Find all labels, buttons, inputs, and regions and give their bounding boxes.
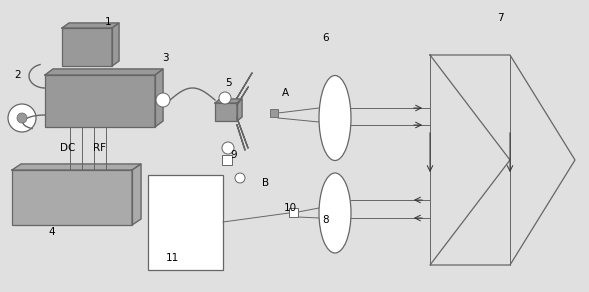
Bar bbox=[222, 155, 232, 165]
Bar bbox=[289, 208, 298, 217]
Text: 10: 10 bbox=[283, 203, 297, 213]
Text: 11: 11 bbox=[166, 253, 178, 263]
Text: RF: RF bbox=[94, 143, 107, 153]
Ellipse shape bbox=[319, 173, 351, 253]
Text: 2: 2 bbox=[15, 70, 21, 80]
Bar bbox=[270, 109, 278, 117]
Circle shape bbox=[17, 113, 27, 123]
Text: 1: 1 bbox=[105, 17, 111, 27]
Bar bbox=[62, 28, 112, 66]
Text: 7: 7 bbox=[497, 13, 504, 23]
Text: 5: 5 bbox=[224, 78, 231, 88]
Circle shape bbox=[156, 93, 170, 107]
Text: 8: 8 bbox=[323, 215, 329, 225]
Circle shape bbox=[235, 173, 245, 183]
Bar bbox=[45, 75, 155, 127]
Bar bbox=[148, 175, 223, 270]
Polygon shape bbox=[215, 99, 242, 103]
Polygon shape bbox=[112, 23, 119, 66]
Text: 6: 6 bbox=[323, 33, 329, 43]
Text: 4: 4 bbox=[49, 227, 55, 237]
Text: A: A bbox=[282, 88, 289, 98]
Bar bbox=[12, 170, 132, 225]
Bar bbox=[215, 103, 237, 121]
Polygon shape bbox=[62, 23, 119, 28]
Polygon shape bbox=[132, 164, 141, 225]
Ellipse shape bbox=[319, 76, 351, 161]
Polygon shape bbox=[45, 69, 163, 75]
Polygon shape bbox=[12, 164, 141, 170]
Text: 3: 3 bbox=[162, 53, 168, 63]
Circle shape bbox=[8, 104, 36, 132]
Polygon shape bbox=[237, 99, 242, 121]
Polygon shape bbox=[155, 69, 163, 127]
Text: 9: 9 bbox=[231, 150, 237, 160]
Circle shape bbox=[219, 92, 231, 104]
Text: DC: DC bbox=[60, 143, 76, 153]
Text: B: B bbox=[263, 178, 270, 188]
Circle shape bbox=[222, 142, 234, 154]
